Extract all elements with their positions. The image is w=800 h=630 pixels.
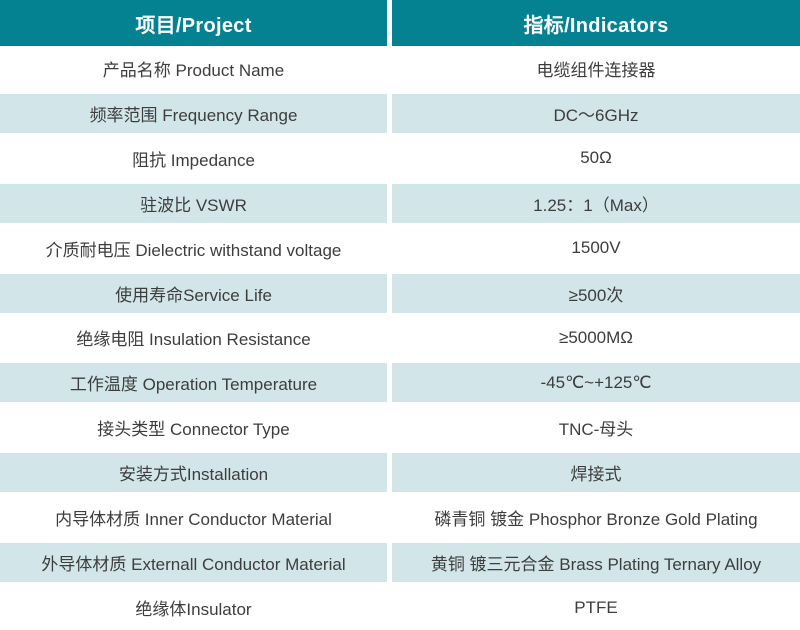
indicator-cell: 磷青铜 镀金 Phosphor Bronze Gold Plating [392,498,800,538]
table-row: 内导体材质 Inner Conductor Material 磷青铜 镀金 Ph… [0,495,800,540]
table-row: 介质耐电压 Dielectric withstand voltage 1500V [0,226,800,271]
indicator-cell: 50Ω [392,138,800,178]
project-cell: 介质耐电压 Dielectric withstand voltage [0,228,387,268]
project-cell: 绝缘体Insulator [0,588,387,627]
indicator-cell: 电缆组件连接器 [392,49,800,88]
indicator-cell: 焊接式 [392,453,800,493]
indicator-cell: TNC-母头 [392,408,800,448]
project-cell: 产品名称 Product Name [0,49,387,88]
project-cell: 安装方式Installation [0,453,387,493]
indicator-cell: ≥5000MΩ [392,318,800,358]
header-indicators-cell: 指标/Indicators [392,0,800,46]
indicator-cell: DC～6GHz [392,93,800,133]
project-cell: 频率范围 Frequency Range [0,93,387,133]
table-row: 绝缘电阻 Insulation Resistance ≥5000MΩ [0,316,800,361]
table-row: 安装方式Installation 焊接式 [0,450,800,495]
project-cell: 阻抗 Impedance [0,138,387,178]
table-row: 频率范围 Frequency Range DC～6GHz [0,91,800,136]
project-cell: 使用寿命Service Life [0,273,387,313]
table-row: 使用寿命Service Life ≥500次 [0,271,800,316]
table-header-row: 项目/Project 指标/Indicators [0,0,800,46]
project-cell: 外导体材质 Externall Conductor Material [0,543,387,583]
table-row: 外导体材质 Externall Conductor Material 黄铜 镀三… [0,540,800,585]
project-cell: 工作温度 Operation Temperature [0,363,387,403]
indicator-cell: ≥500次 [392,273,800,313]
table-row: 接头类型 Connector Type TNC-母头 [0,405,800,450]
indicator-cell: PTFE [392,588,800,627]
table-row: 产品名称 Product Name 电缆组件连接器 [0,46,800,91]
table-body: 产品名称 Product Name 电缆组件连接器 频率范围 Frequency… [0,46,800,630]
table-row: 绝缘体Insulator PTFE [0,585,800,630]
indicator-cell: 1500V [392,228,800,268]
project-cell: 接头类型 Connector Type [0,408,387,448]
project-cell: 驻波比 VSWR [0,183,387,223]
indicator-cell: 1.25：1（Max） [392,183,800,223]
indicator-cell: 黄铜 镀三元合金 Brass Plating Ternary Alloy [392,543,800,583]
table-row: 工作温度 Operation Temperature -45℃~+125℃ [0,360,800,405]
indicator-cell: -45℃~+125℃ [392,363,800,403]
table-row: 驻波比 VSWR 1.25：1（Max） [0,181,800,226]
project-cell: 绝缘电阻 Insulation Resistance [0,318,387,358]
header-project-cell: 项目/Project [0,0,387,46]
project-cell: 内导体材质 Inner Conductor Material [0,498,387,538]
table-row: 阻抗 Impedance 50Ω [0,136,800,181]
